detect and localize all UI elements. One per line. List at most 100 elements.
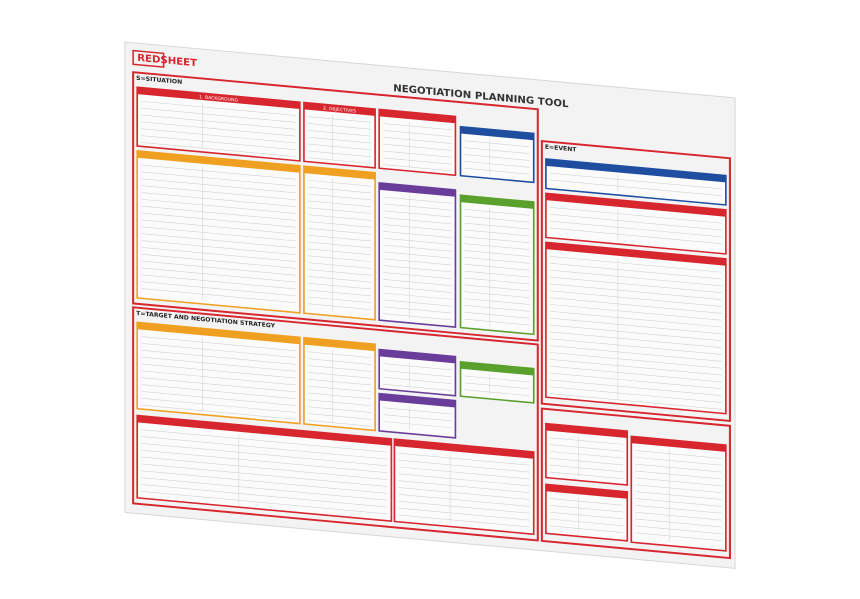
panel-header	[394, 439, 534, 459]
form-line	[383, 279, 452, 286]
form-line	[141, 274, 296, 290]
form-line	[141, 281, 296, 297]
form-line	[464, 277, 530, 285]
form-line	[308, 248, 372, 255]
form-line	[308, 180, 372, 187]
form-line	[308, 130, 372, 137]
form-line	[464, 222, 530, 230]
form-line	[141, 436, 388, 460]
form-line	[549, 451, 624, 459]
form-line	[141, 135, 296, 151]
form-line	[398, 480, 530, 493]
panel	[545, 158, 727, 206]
form-line	[464, 140, 530, 147]
form-line	[308, 143, 372, 151]
form-line	[308, 228, 372, 235]
form-line	[308, 241, 372, 249]
form-line	[141, 233, 296, 249]
panel-title: 1. BACKGROUND	[199, 94, 238, 103]
form-line	[383, 421, 452, 428]
form-line	[398, 507, 530, 521]
form-line	[635, 511, 722, 521]
form-line	[308, 150, 372, 157]
form-line	[383, 383, 452, 391]
form-line	[549, 338, 722, 355]
form-line	[383, 407, 452, 415]
form-line	[383, 224, 452, 231]
form-line	[141, 247, 296, 262]
form-line	[308, 186, 372, 194]
form-line	[635, 450, 722, 459]
form-line	[308, 282, 372, 290]
form-line	[549, 283, 722, 300]
form-line	[141, 192, 296, 207]
form-line	[141, 128, 296, 144]
form-line	[383, 272, 452, 279]
form-line	[398, 473, 530, 487]
form-line	[308, 214, 372, 221]
form-line	[464, 167, 530, 175]
form-line	[549, 518, 624, 527]
panel-header	[545, 484, 628, 499]
form-line	[549, 214, 722, 231]
form-line	[141, 336, 296, 351]
form-line	[141, 391, 296, 406]
form-line	[635, 477, 722, 487]
panel-header	[545, 242, 726, 266]
form-line	[464, 147, 530, 154]
section-frame	[540, 407, 731, 560]
panel-header	[379, 182, 456, 197]
section-frame	[132, 71, 539, 342]
form-line	[141, 363, 296, 379]
form-line	[383, 123, 452, 131]
form-line	[549, 444, 624, 452]
panel-header	[303, 166, 376, 180]
form-line	[635, 505, 722, 514]
form-line	[383, 130, 452, 137]
form-line	[383, 306, 452, 314]
form-line	[141, 377, 296, 393]
form-line	[308, 262, 372, 269]
form-line	[464, 154, 530, 161]
form-line	[549, 179, 722, 196]
form-line	[464, 264, 530, 271]
form-line	[383, 210, 452, 218]
form-line	[635, 457, 722, 466]
form-line	[383, 414, 452, 422]
form-line	[308, 200, 372, 207]
form-line	[141, 164, 296, 180]
form-line	[549, 352, 722, 369]
form-line	[308, 351, 372, 358]
form-line	[398, 452, 530, 466]
form-line	[141, 343, 296, 358]
form-line	[464, 284, 530, 292]
form-line	[464, 312, 530, 319]
panel-header	[137, 322, 300, 345]
form-line	[383, 217, 452, 225]
panel-header	[545, 423, 628, 438]
form-line	[549, 256, 722, 273]
form-line	[308, 157, 372, 164]
form-line	[383, 150, 452, 158]
form-line	[549, 471, 624, 479]
form-line	[549, 393, 722, 410]
form-line	[141, 240, 296, 255]
form-line	[464, 298, 530, 305]
form-line	[549, 379, 722, 396]
form-line	[398, 466, 530, 480]
form-line	[398, 500, 530, 514]
panel	[459, 194, 535, 336]
form-line	[383, 203, 452, 211]
panel-header	[631, 436, 726, 452]
form-line	[464, 382, 530, 390]
form-line	[141, 443, 388, 467]
form-line	[635, 470, 722, 480]
form-line	[308, 303, 372, 310]
form-line	[141, 398, 296, 413]
panel-header	[303, 337, 376, 352]
form-line	[549, 365, 722, 383]
form-line	[398, 459, 530, 473]
form-line	[635, 532, 722, 541]
form-line	[464, 257, 530, 264]
form-line	[383, 299, 452, 307]
